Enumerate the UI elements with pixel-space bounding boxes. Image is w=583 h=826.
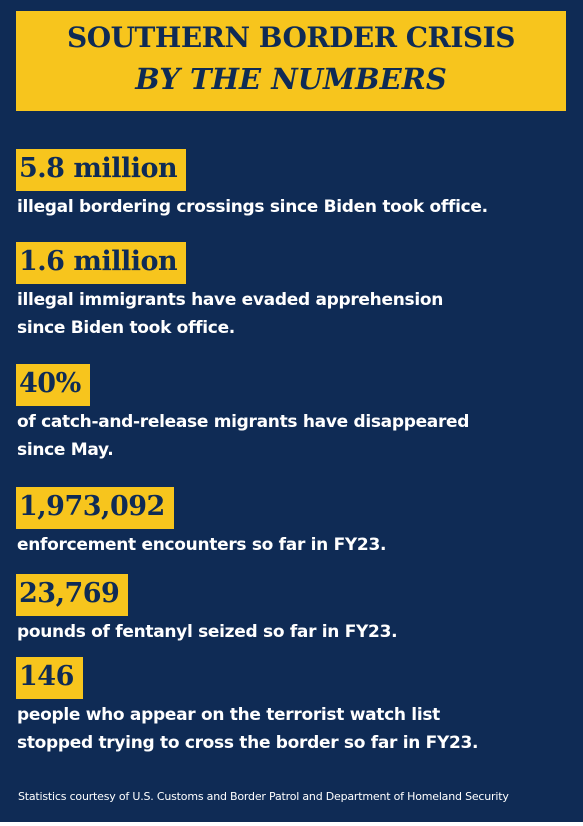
stat-description-line: illegal immigrants have evaded apprehens…: [17, 290, 444, 310]
stat-block-disappeared: 40% of catch-and-release migrants have d…: [16, 364, 576, 464]
source-footnote: Statistics courtesy of U.S. Customs and …: [18, 790, 509, 803]
stat-block-evaded: 1.6 million illegal immigrants have evad…: [16, 242, 576, 342]
stat-block-fentanyl: 23,769 pounds of fentanyl seized so far …: [16, 574, 576, 646]
stat-description-line: illegal bordering crossings since Biden …: [17, 197, 488, 217]
stat-value: 5.8 million: [16, 149, 187, 191]
title-line-1: SOUTHERN BORDER CRISIS: [67, 21, 515, 54]
title-line-2: BY THE NUMBERS: [135, 62, 447, 96]
title-banner: SOUTHERN BORDER CRISIS BY THE NUMBERS: [16, 11, 566, 111]
stat-description-line: since Biden took office.: [17, 318, 235, 338]
stat-description-line: people who appear on the terrorist watch…: [17, 705, 440, 725]
stat-block-watch-list: 146 people who appear on the terrorist w…: [16, 657, 576, 757]
stat-description-line: pounds of fentanyl seized so far in FY23…: [17, 622, 398, 642]
stat-value: 1,973,092: [16, 487, 174, 529]
stat-block-crossings: 5.8 million illegal bordering crossings …: [16, 149, 576, 221]
stat-description-line: enforcement encounters so far in FY23.: [17, 535, 387, 555]
stat-value: 1.6 million: [16, 242, 187, 284]
stat-description: people who appear on the terrorist watch…: [17, 701, 576, 757]
stat-description-line: of catch-and-release migrants have disap…: [17, 412, 470, 432]
bottom-border: [0, 822, 583, 826]
stat-description-line: since May.: [17, 440, 114, 460]
stat-description: illegal immigrants have evaded apprehens…: [17, 286, 576, 342]
stat-description: of catch-and-release migrants have disap…: [17, 408, 576, 464]
stat-description: illegal bordering crossings since Biden …: [17, 193, 576, 221]
stat-value: 146: [16, 657, 83, 699]
stat-description-line: stopped trying to cross the border so fa…: [17, 733, 479, 753]
stat-description: pounds of fentanyl seized so far in FY23…: [17, 618, 576, 646]
stat-value: 40%: [16, 364, 90, 406]
stat-block-encounters: 1,973,092 enforcement encounters so far …: [16, 487, 576, 559]
stat-value: 23,769: [16, 574, 129, 616]
stat-description: enforcement encounters so far in FY23.: [17, 531, 576, 559]
